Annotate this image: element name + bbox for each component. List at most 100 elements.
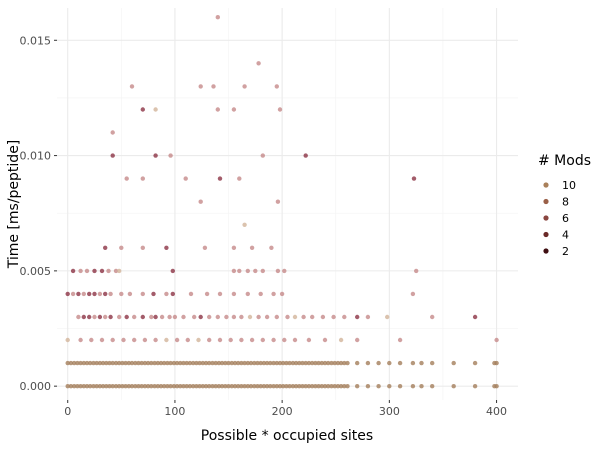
data-point bbox=[303, 384, 308, 389]
data-point bbox=[260, 268, 265, 274]
data-point bbox=[158, 384, 164, 389]
data-point bbox=[100, 360, 106, 366]
data-point bbox=[76, 314, 81, 320]
data-point bbox=[123, 360, 128, 366]
data-point bbox=[126, 384, 131, 389]
data-point bbox=[387, 384, 392, 389]
data-point bbox=[89, 337, 94, 343]
data-point bbox=[269, 245, 274, 250]
data-point bbox=[239, 384, 244, 389]
data-point bbox=[181, 314, 186, 320]
data-point bbox=[255, 384, 260, 389]
data-point bbox=[110, 153, 115, 158]
data-point bbox=[81, 291, 87, 297]
data-point bbox=[300, 384, 305, 389]
data-point bbox=[107, 360, 112, 366]
data-point bbox=[277, 107, 283, 112]
data-point bbox=[410, 360, 416, 366]
data-point bbox=[301, 314, 306, 320]
data-point bbox=[153, 107, 158, 112]
data-point bbox=[91, 384, 96, 389]
data-point bbox=[104, 384, 109, 389]
data-point bbox=[198, 84, 203, 89]
data-point bbox=[113, 268, 119, 274]
data-point bbox=[247, 314, 253, 320]
data-point bbox=[200, 360, 205, 366]
data-point bbox=[207, 314, 212, 320]
data-point bbox=[335, 384, 341, 389]
data-point bbox=[97, 384, 103, 389]
data-point bbox=[94, 384, 99, 389]
data-point bbox=[231, 291, 237, 297]
data-point bbox=[430, 360, 435, 366]
data-point bbox=[410, 384, 416, 389]
data-point bbox=[153, 153, 158, 158]
data-point bbox=[293, 384, 299, 389]
legend-label: 6 bbox=[562, 212, 569, 225]
y-tick-label: 0.015 bbox=[20, 34, 52, 47]
data-point bbox=[331, 314, 336, 320]
data-point bbox=[184, 384, 189, 389]
data-point bbox=[168, 360, 173, 366]
data-point bbox=[188, 291, 194, 297]
data-point bbox=[103, 314, 108, 320]
data-point bbox=[172, 314, 178, 320]
data-point bbox=[494, 384, 499, 389]
data-point bbox=[210, 360, 215, 366]
data-point bbox=[103, 245, 108, 250]
legend-label: 4 bbox=[562, 229, 569, 242]
data-point bbox=[81, 314, 87, 320]
data-point bbox=[106, 268, 111, 274]
data-point bbox=[287, 360, 292, 366]
data-point bbox=[248, 384, 254, 389]
data-point bbox=[217, 337, 223, 343]
data-point bbox=[292, 314, 298, 320]
data-point bbox=[316, 360, 321, 366]
data-point bbox=[183, 176, 188, 181]
data-point bbox=[345, 360, 350, 366]
data-point bbox=[320, 314, 326, 320]
data-point bbox=[174, 360, 180, 366]
data-point bbox=[149, 360, 154, 366]
data-point bbox=[194, 360, 199, 366]
data-point bbox=[231, 107, 237, 112]
legend-key bbox=[543, 248, 549, 254]
data-point bbox=[293, 360, 299, 366]
legend-key bbox=[543, 215, 549, 221]
data-point bbox=[119, 291, 124, 297]
data-point bbox=[219, 360, 225, 366]
data-point bbox=[411, 176, 417, 181]
data-point bbox=[242, 84, 247, 89]
data-point bbox=[117, 314, 122, 320]
data-point bbox=[129, 84, 135, 89]
data-point bbox=[338, 360, 344, 366]
data-point bbox=[75, 360, 80, 366]
data-point bbox=[256, 61, 261, 66]
data-point bbox=[229, 384, 234, 389]
data-point bbox=[207, 337, 212, 343]
data-point bbox=[178, 384, 183, 389]
data-point bbox=[153, 314, 158, 320]
data-point bbox=[365, 384, 371, 389]
data-point bbox=[256, 314, 261, 320]
data-point bbox=[78, 337, 83, 343]
data-point bbox=[313, 360, 318, 366]
data-point bbox=[72, 384, 77, 389]
data-point bbox=[184, 360, 189, 366]
data-point bbox=[113, 360, 119, 366]
data-point bbox=[117, 384, 122, 389]
data-point bbox=[252, 360, 257, 366]
data-point bbox=[117, 268, 122, 274]
data-point bbox=[162, 384, 167, 389]
data-point bbox=[133, 360, 138, 366]
data-point bbox=[113, 384, 119, 389]
data-point bbox=[145, 360, 151, 366]
data-point bbox=[260, 153, 265, 158]
data-point bbox=[204, 291, 210, 297]
data-point bbox=[76, 291, 81, 297]
data-point bbox=[215, 15, 220, 20]
x-tick-label: 200 bbox=[272, 405, 293, 418]
data-point bbox=[92, 314, 97, 320]
data-point bbox=[65, 384, 70, 389]
data-point bbox=[229, 360, 234, 366]
